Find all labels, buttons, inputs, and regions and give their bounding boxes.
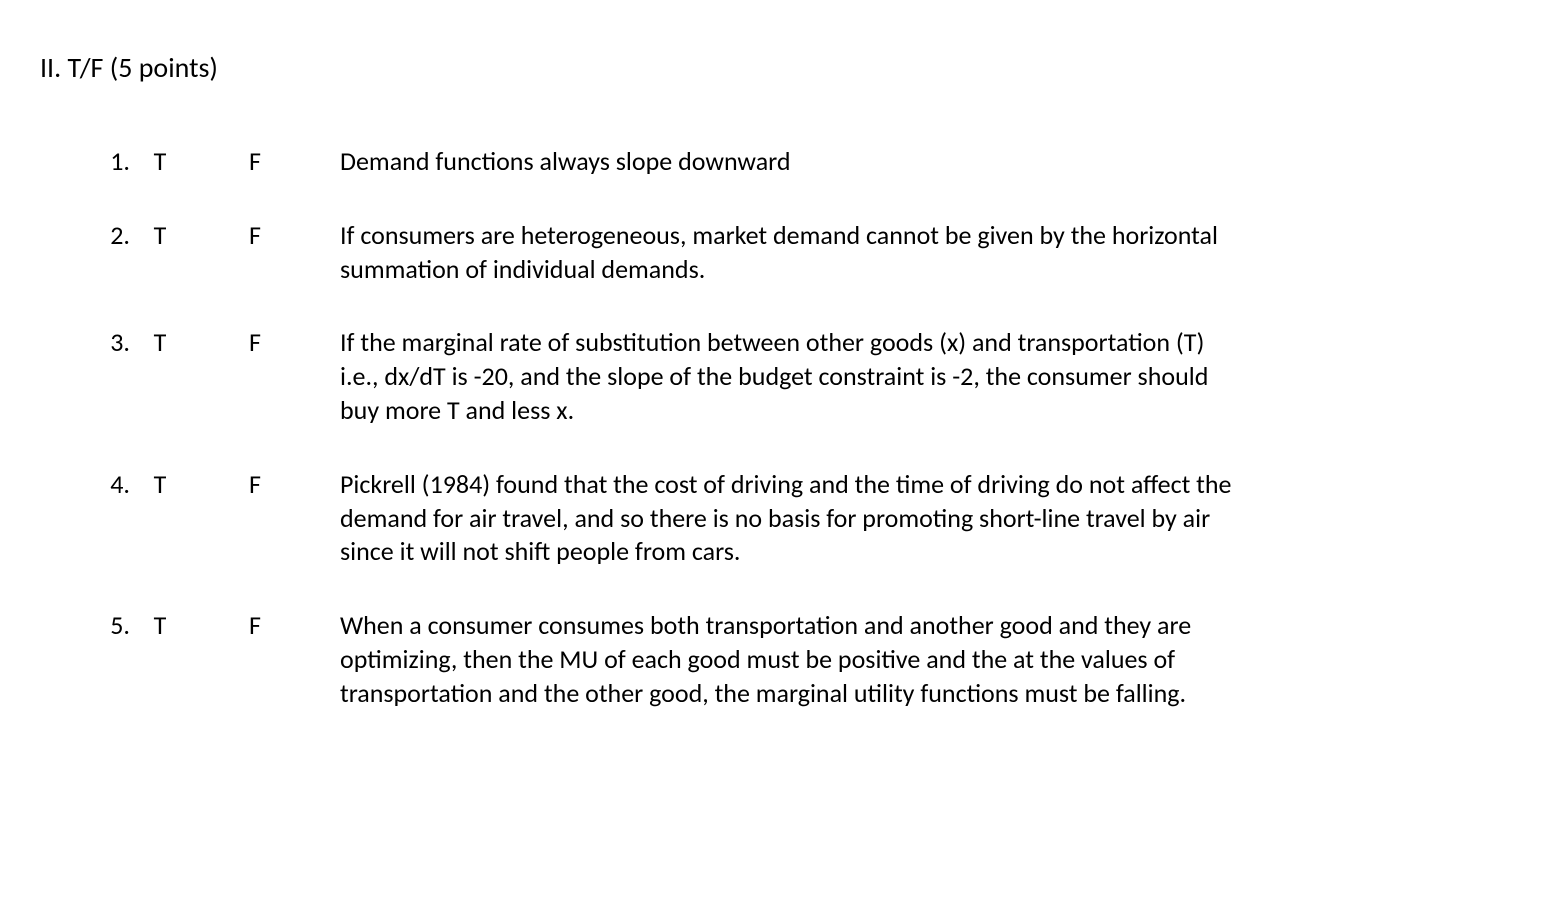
true-option[interactable]: T — [140, 609, 180, 643]
false-option[interactable]: F — [220, 609, 290, 643]
section-heading: II. T/F (5 points) — [40, 50, 1507, 85]
false-option[interactable]: F — [220, 326, 290, 360]
true-option[interactable]: T — [140, 468, 180, 502]
question-number: 3. — [90, 326, 140, 360]
false-option[interactable]: F — [220, 468, 290, 502]
question-text: If the marginal rate of substitution bet… — [340, 326, 1235, 427]
true-option[interactable]: T — [140, 145, 180, 179]
question-number: 2. — [90, 219, 140, 253]
question-row: 4. T F Pickrell (1984) found that the co… — [90, 468, 1507, 569]
true-option[interactable]: T — [140, 326, 180, 360]
true-option[interactable]: T — [140, 219, 180, 253]
question-text: Demand functions always slope downward — [340, 145, 1235, 179]
question-row: 3. T F If the marginal rate of substitut… — [90, 326, 1507, 427]
question-number: 5. — [90, 609, 140, 643]
question-text: If consumers are heterogeneous, market d… — [340, 219, 1235, 287]
question-text: Pickrell (1984) found that the cost of d… — [340, 468, 1235, 569]
question-text: When a consumer consumes both transporta… — [340, 609, 1235, 710]
question-number: 4. — [90, 468, 140, 502]
false-option[interactable]: F — [220, 219, 290, 253]
question-row: 5. T F When a consumer consumes both tra… — [90, 609, 1507, 710]
question-row: 1. T F Demand functions always slope dow… — [90, 145, 1507, 179]
question-row: 2. T F If consumers are heterogeneous, m… — [90, 219, 1507, 287]
questions-container: 1. T F Demand functions always slope dow… — [40, 145, 1507, 711]
false-option[interactable]: F — [220, 145, 290, 179]
question-number: 1. — [90, 145, 140, 179]
